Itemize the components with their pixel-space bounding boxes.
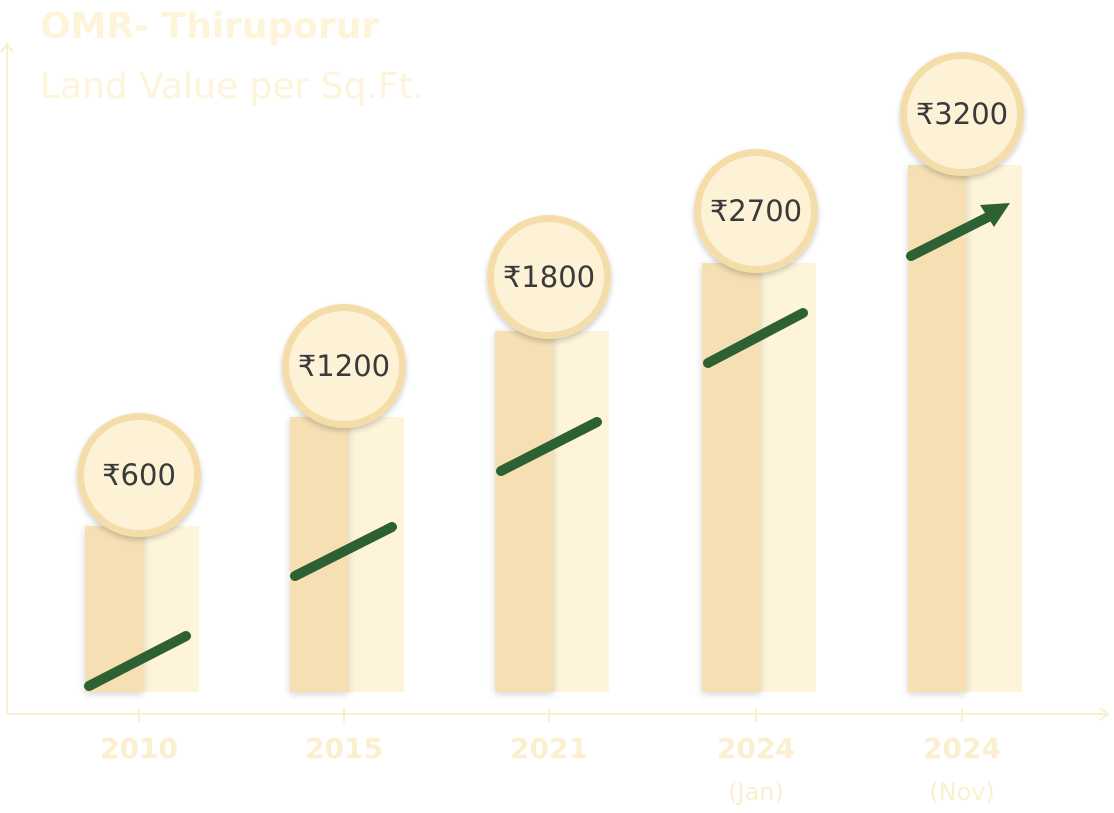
x-tick-label: 2024 — [717, 732, 795, 765]
value-bubble — [494, 222, 604, 332]
x-tick-label: 2010 — [100, 732, 178, 765]
bar-group: ₹1800 — [487, 215, 611, 692]
data-label: ₹2700 — [710, 194, 802, 228]
data-label: ₹1200 — [298, 349, 390, 383]
bar-light — [340, 417, 404, 692]
x-tick-label: 2021 — [510, 732, 588, 765]
chart-title: OMR- Thiruporur — [40, 6, 380, 47]
chart-subtitle: Land Value per Sq.Ft. — [40, 66, 425, 107]
trend-arrow-icon — [980, 203, 1010, 227]
trend-line — [290, 522, 397, 581]
bar-light — [545, 331, 609, 692]
bar-group: ₹2700 — [694, 149, 818, 692]
x-tick-sublabel: (Jan) — [728, 778, 784, 806]
trend-line — [906, 208, 1001, 261]
value-bubble — [84, 420, 194, 530]
data-label: ₹600 — [102, 458, 176, 492]
data-label: ₹1800 — [503, 260, 595, 294]
bar-group: ₹1200 — [282, 304, 406, 692]
data-label: ₹3200 — [916, 97, 1008, 131]
x-tick-sublabel: (Nov) — [929, 778, 995, 806]
bar-group: ₹3200 — [900, 52, 1024, 692]
x-tick-labels: 2010 2015 2021 2024 (Jan) 2024 (Nov) — [100, 732, 1001, 806]
bar-light — [135, 526, 199, 692]
bar — [702, 263, 760, 692]
trend-line — [496, 417, 602, 476]
trend-line — [84, 631, 191, 691]
axes — [0, 42, 1110, 722]
x-axis-arrow-icon — [1099, 707, 1110, 721]
bar — [495, 331, 553, 692]
bar-light — [958, 165, 1022, 692]
x-tick-label: 2024 — [923, 732, 1001, 765]
value-bubble — [289, 311, 399, 421]
x-tick-label: 2015 — [305, 732, 383, 765]
bars: ₹600 ₹1200 ₹1800 ₹2700 ₹3200 — [77, 52, 1024, 692]
trend-line — [703, 308, 808, 368]
value-bubble — [907, 59, 1017, 169]
bar-group: ₹600 — [77, 413, 201, 692]
y-axis-arrow-icon — [0, 42, 14, 53]
value-bubble — [701, 156, 811, 266]
